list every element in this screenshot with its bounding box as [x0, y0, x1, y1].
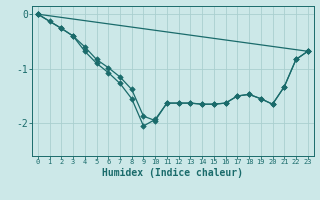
X-axis label: Humidex (Indice chaleur): Humidex (Indice chaleur)	[102, 168, 243, 178]
